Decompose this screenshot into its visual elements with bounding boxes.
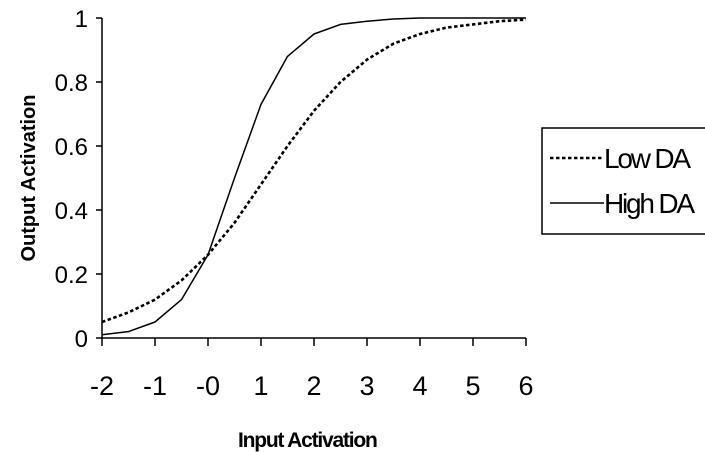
legend-label-low-da: Low DA bbox=[604, 143, 691, 174]
x-tick-label: 1 bbox=[253, 371, 268, 401]
x-tick-label: -1 bbox=[143, 371, 167, 401]
y-tick-label: 1 bbox=[75, 6, 88, 33]
x-tick-label: 3 bbox=[359, 371, 374, 401]
series-line-low-da bbox=[101, 18, 527, 324]
y-tick-label: 0.4 bbox=[55, 198, 88, 225]
y-axis-title: Output Activation bbox=[18, 94, 40, 261]
series-line-high-da bbox=[101, 17, 526, 336]
x-axis-title: Input Activation bbox=[238, 429, 377, 452]
y-axis-ticks: 0 0.2 0.4 0.6 0.8 1 bbox=[55, 6, 102, 353]
y-tick-label: 0 bbox=[75, 326, 88, 353]
x-tick-label: -2 bbox=[90, 371, 114, 401]
legend-label-high-da: High DA bbox=[604, 188, 695, 219]
x-tick-label: 6 bbox=[518, 371, 533, 401]
x-tick-label: 5 bbox=[465, 371, 480, 401]
y-tick-label: 0.6 bbox=[55, 134, 88, 161]
x-axis-ticks: -2 -1 -0 1 2 3 4 5 6 bbox=[90, 338, 534, 401]
y-tick-label: 0.8 bbox=[55, 70, 88, 97]
legend: Low DA High DA bbox=[541, 127, 705, 235]
y-tick-label: 0.2 bbox=[55, 262, 88, 289]
plot-area bbox=[101, 17, 527, 336]
x-tick-label: -0 bbox=[196, 371, 220, 401]
x-tick-label: 4 bbox=[412, 371, 427, 401]
legend-box bbox=[541, 127, 705, 235]
x-tick-label: 2 bbox=[306, 371, 321, 401]
